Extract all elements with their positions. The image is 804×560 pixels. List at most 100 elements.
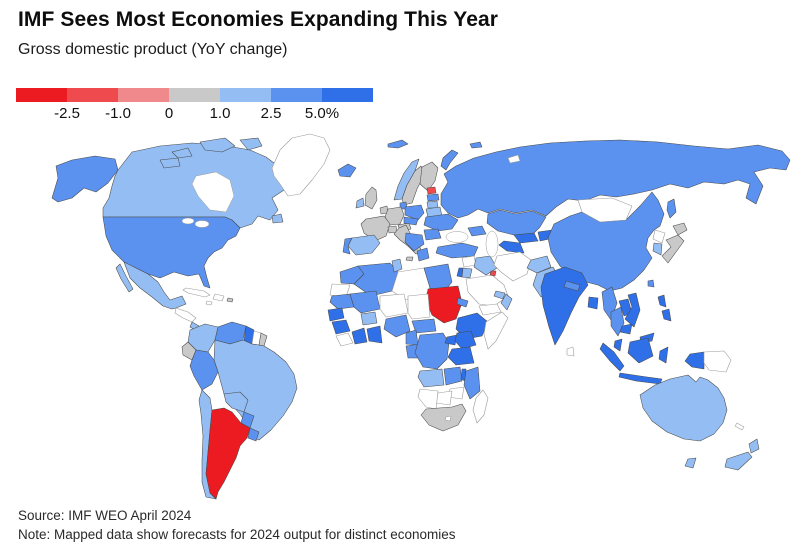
country-new-caledonia [734, 422, 745, 431]
country-canada-arctic-1 [199, 137, 236, 153]
country-madagascar [472, 389, 489, 424]
country-iceland [337, 163, 357, 178]
country-jordan [461, 267, 473, 279]
country-indonesia-java [618, 372, 663, 385]
country-malaysia-peninsula [613, 338, 623, 352]
country-nigeria [383, 314, 411, 338]
region-middle-east-central-asia [435, 209, 560, 316]
inland-seas [445, 230, 499, 258]
legend-tick-labels: -2.5 -1.0 0 1.0 2.5 5.0% [16, 102, 373, 124]
country-cuba [182, 287, 211, 298]
country-mexico-baja [115, 263, 134, 293]
country-canada-arctic-3 [171, 147, 193, 159]
country-indonesia-west-papua [684, 351, 705, 370]
country-uae-qatar [493, 290, 506, 300]
country-eritrea [456, 297, 469, 308]
country-cameroon [405, 329, 419, 346]
country-svalbard [387, 139, 409, 149]
country-vietnam [624, 292, 641, 328]
legend-tick-label: -2.5 [54, 105, 80, 122]
continent-europe [337, 139, 791, 262]
caspian-sea-water [485, 230, 499, 258]
country-indonesia-sumatra [599, 342, 625, 372]
country-lesotho [444, 415, 452, 422]
country-turkmenistan [498, 240, 525, 254]
country-nepal [563, 280, 581, 292]
country-guinea [331, 319, 351, 335]
country-algeria [353, 262, 399, 297]
country-tanzania [447, 346, 475, 366]
country-philippines-luzon [657, 294, 667, 308]
country-romania [423, 228, 442, 241]
country-mali [349, 290, 381, 314]
country-mexico [123, 261, 187, 310]
black-sea-water [445, 231, 469, 243]
legend-color-bar [16, 88, 373, 102]
legend-swatch-r1 [118, 88, 169, 102]
color-scale-legend: -2.5 -1.0 0 1.0 2.5 5.0% [16, 88, 373, 128]
country-portugal [342, 237, 353, 255]
country-czechia-slovakia [403, 216, 419, 226]
great-lakes-water-2 [194, 220, 210, 228]
legend-swatch-b1 [220, 88, 271, 102]
country-ukraine [423, 213, 459, 232]
country-saudi-arabia [465, 274, 509, 307]
country-italy-sicily [405, 256, 414, 262]
continent-south-america [181, 321, 298, 500]
country-afghanistan [526, 255, 552, 274]
country-north-korea [652, 229, 666, 244]
country-ivory-coast [351, 327, 368, 345]
country-russia-novaya-zemlya [440, 149, 459, 171]
country-estonia [426, 186, 437, 195]
legend-swatch-b3 [322, 88, 373, 102]
country-poland [404, 204, 425, 221]
source-line: Source: IMF WEO April 2024 [18, 508, 192, 523]
country-russia-sakhalin [666, 198, 677, 219]
country-indonesia-borneo [627, 337, 654, 364]
country-mauritania [329, 293, 355, 310]
country-france [360, 215, 391, 242]
country-russia [440, 139, 791, 219]
country-canada-arctic-2 [239, 137, 263, 151]
legend-tick-label: 2.5 [260, 105, 282, 122]
country-finland [419, 161, 439, 192]
country-new-zealand-north [748, 438, 760, 454]
country-south-africa [420, 403, 467, 432]
country-ghana-togo-benin [366, 325, 383, 344]
country-uruguay [247, 427, 260, 442]
country-caucasus [467, 225, 487, 237]
country-canada-victoria-island [159, 157, 181, 169]
continent-africa [327, 258, 509, 432]
country-india [540, 266, 589, 346]
country-taiwan [647, 279, 655, 288]
legend-tick-label: 5.0% [304, 105, 340, 122]
note-line: Note: Mapped data show forecasts for 202… [18, 527, 456, 542]
country-sierra-leone-liberia [335, 332, 354, 347]
country-balkans [404, 232, 425, 252]
country-central-african-republic [411, 318, 437, 334]
continent-north-america [51, 133, 331, 339]
country-hispaniola [212, 293, 225, 302]
country-bangladesh [587, 296, 599, 310]
country-iran [493, 251, 532, 282]
country-japan-hokkaido [672, 222, 688, 236]
country-syria [461, 255, 477, 268]
country-tunisia [391, 258, 403, 273]
country-united-states-alaska [51, 155, 119, 203]
country-philippines-mindanao [661, 308, 672, 322]
great-lakes-water-1 [181, 217, 195, 225]
continent-oceania [639, 374, 760, 471]
country-canada-newfoundland [271, 213, 284, 224]
country-severnaya-zemlya [507, 154, 521, 164]
country-ireland [355, 197, 365, 209]
country-somalia [483, 311, 509, 350]
country-guatemala-honduras [174, 307, 197, 323]
country-latvia [426, 193, 440, 202]
country-lithuania [426, 200, 439, 209]
country-namibia [417, 388, 439, 410]
country-mongolia [577, 197, 633, 223]
country-botswana [435, 390, 453, 406]
legend-tick-label: 1.0 [209, 105, 231, 122]
country-australia-tasmania [684, 457, 697, 469]
